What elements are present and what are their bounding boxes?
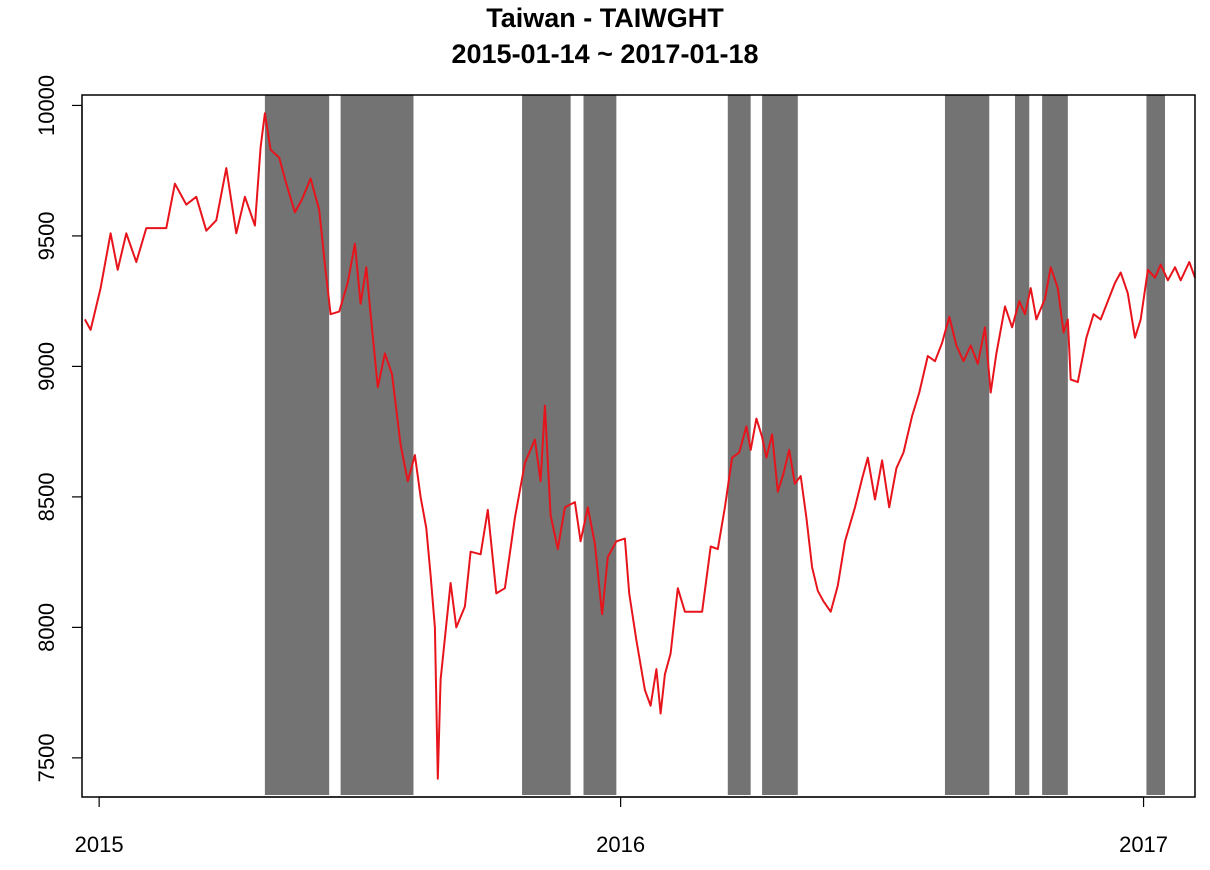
shaded-period-4 xyxy=(583,95,617,795)
series-line-1 xyxy=(84,112,1196,780)
y-axis: 7500 8000 8500 9000 9500 10000 xyxy=(34,75,83,782)
y-tick-label: 10000 xyxy=(34,75,59,136)
shaded-period-9 xyxy=(1042,95,1068,795)
x-axis: 2015 2016 2017 xyxy=(75,796,1168,857)
chart-subtitle: 2015-01-14 ~ 2017-01-18 xyxy=(451,39,759,69)
x-tick-label: 2017 xyxy=(1119,832,1168,857)
shaded-period-5 xyxy=(727,95,751,795)
shaded-period-2 xyxy=(340,95,414,795)
x-tick-label: 2015 xyxy=(75,832,124,857)
shaded-period-6 xyxy=(762,95,798,795)
price-series xyxy=(84,112,1196,780)
y-tick-label: 7500 xyxy=(34,733,59,782)
y-tick-label: 9000 xyxy=(34,342,59,391)
shaded-period-1 xyxy=(264,95,330,795)
y-tick-label: 8500 xyxy=(34,472,59,521)
x-tick-label: 2016 xyxy=(596,832,645,857)
shaded-period-10 xyxy=(1146,95,1165,795)
y-tick-label: 9500 xyxy=(34,211,59,260)
shaded-period-7 xyxy=(944,95,990,795)
chart-title: Taiwan - TAIWGHT xyxy=(486,3,724,33)
y-tick-label: 8000 xyxy=(34,603,59,652)
shaded-period-8 xyxy=(1014,95,1030,795)
